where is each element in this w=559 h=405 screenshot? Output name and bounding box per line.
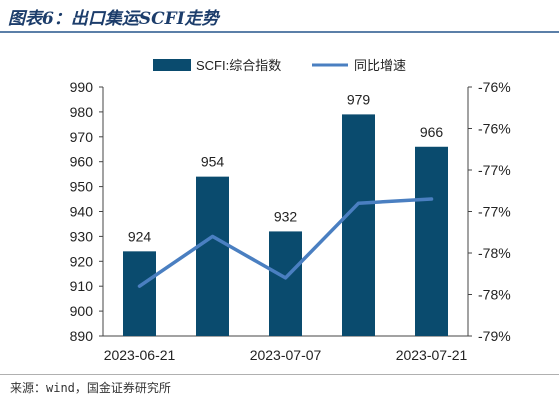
left-tick-label: 930: [70, 228, 94, 244]
right-tick-label: -78%: [478, 245, 511, 261]
title-underline: [0, 31, 559, 33]
x-tick-label: 2023-07-21: [396, 347, 468, 363]
bar-data-label: 966: [420, 124, 444, 140]
chart-canvas: SCFI:综合指数 同比增速 9909809709609509409309209…: [70, 58, 511, 363]
x-tick-label: 2023-07-07: [250, 347, 322, 363]
right-tick-label: -77%: [478, 162, 511, 178]
left-tick-label: 940: [70, 204, 94, 220]
bar-series: [123, 114, 448, 336]
source-divider: [0, 374, 559, 375]
left-tick-label: 890: [70, 328, 94, 344]
right-tick-label: -79%: [478, 328, 511, 344]
bar-data-labels: 924 954 932 979 966: [128, 91, 444, 244]
legend-bar-label: SCFI:综合指数: [196, 58, 281, 73]
legend-line-label: 同比增速: [354, 58, 406, 73]
left-tick-label: 980: [70, 104, 94, 120]
source-note: 来源：wind，国金证券研究所: [10, 381, 171, 395]
bar-data-label: 932: [274, 208, 298, 224]
bar-data-label: 954: [201, 154, 225, 170]
right-axis-ticks: -76% -76% -77% -77% -78% -78% -79%: [468, 79, 511, 344]
x-axis-tick-labels: 2023-06-21 2023-07-07 2023-07-21: [104, 347, 468, 363]
bar: [342, 114, 375, 336]
left-tick-label: 950: [70, 179, 94, 195]
bar: [269, 231, 302, 336]
right-tick-label: -76%: [478, 121, 511, 137]
legend-bar-swatch: [153, 59, 191, 71]
right-tick-label: -76%: [478, 79, 511, 95]
left-tick-label: 910: [70, 278, 94, 294]
left-tick-label: 960: [70, 154, 94, 170]
chart-title: 图表6：出口集运SCFI走势: [8, 9, 219, 29]
bar: [196, 176, 229, 336]
bar-data-label: 979: [347, 91, 371, 107]
bar: [123, 251, 156, 336]
yoy-growth-line: [137, 197, 434, 288]
legend: SCFI:综合指数 同比增速: [153, 58, 406, 73]
x-tick-label: 2023-06-21: [104, 347, 176, 363]
left-axis-ticks: 990 980 970 960 950 940 930 920 910 900 890: [70, 79, 103, 344]
left-tick-label: 970: [70, 129, 94, 145]
bar-data-label: 924: [128, 228, 152, 244]
right-tick-label: -77%: [478, 204, 511, 220]
left-tick-label: 900: [70, 303, 94, 319]
left-tick-label: 920: [70, 253, 94, 269]
bar: [415, 146, 448, 336]
right-tick-label: -78%: [478, 287, 511, 303]
left-tick-label: 990: [70, 79, 94, 95]
